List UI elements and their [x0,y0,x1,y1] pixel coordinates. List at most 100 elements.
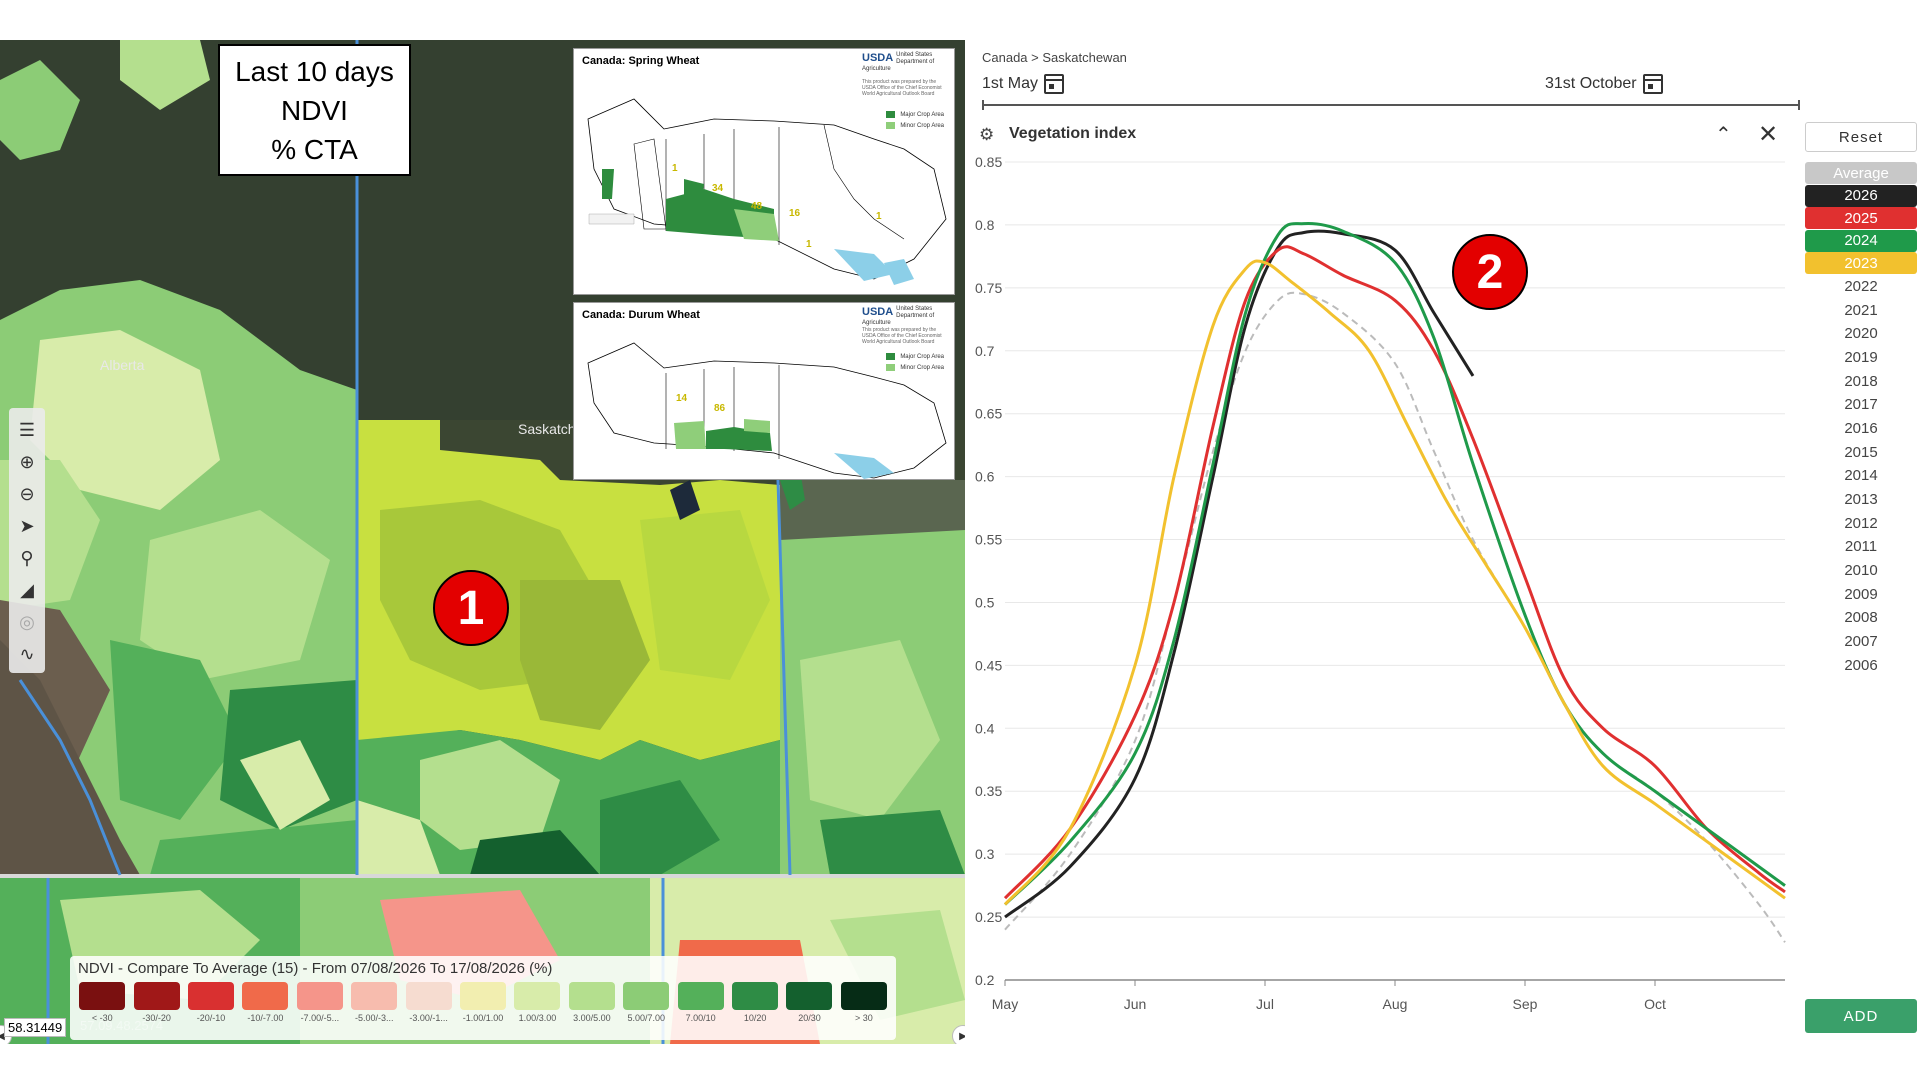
legend-label: < -30 [91,1013,113,1023]
date-end-label: 31st October [1545,75,1637,92]
year-item-2020[interactable]: 2020 [1844,325,1878,343]
legend-major-label: Major Crop Area [900,111,944,118]
spring-value-4: 16 [789,208,801,219]
search-icon[interactable]: ⚲ [20,547,34,568]
layers-icon[interactable]: ☰ [18,419,36,440]
y-tick-label: 0.55 [975,532,1002,548]
legend-label: -7.00/-5... [300,1013,340,1023]
year-item-2025[interactable]: 2025 [1805,207,1917,229]
y-tick-label: 0.3 [975,846,995,862]
year-item-2012[interactable]: 2012 [1844,514,1878,532]
year-item-2021[interactable]: 2021 [1844,301,1878,319]
usda-text: United States Department of Agriculture [862,52,935,72]
legend-label: -3.00/-1... [409,1013,448,1023]
zoom-out-icon[interactable]: ⊖ [19,483,35,504]
legend-item: -20/-10 [187,982,235,1023]
collapse-button[interactable]: ⌃ [1715,124,1732,146]
slider-start-handle[interactable] [982,100,984,110]
legend-item: 10/20 [731,982,779,1023]
scroll-right-button[interactable]: ▶ [952,1025,965,1044]
year-item-2015[interactable]: 2015 [1844,443,1878,461]
date-range-slider[interactable] [982,104,1800,106]
chart-title: Vegetation index [1009,125,1137,142]
date-end[interactable]: 31st October [1545,74,1663,94]
legend-item: 5.00/7.00 [622,982,670,1023]
legend-swatch [623,982,670,1010]
date-start[interactable]: 1st May [982,74,1065,94]
year-item-2009[interactable]: 2009 [1844,585,1878,603]
locate-icon[interactable]: ◎ [19,611,35,632]
year-item-2014[interactable]: 2014 [1844,467,1878,485]
year-item-2010[interactable]: 2010 [1844,562,1878,580]
durum-mini-legend: Major Crop Area Minor Crop Area [886,353,944,375]
measure-icon[interactable]: ◢ [20,579,34,600]
spring-wheat-inset: 1 34 48 16 1 1 Canada: Spring Wheat USDA… [573,48,955,295]
legend-item: 1.00/3.00 [513,982,561,1023]
legend-minor-label: Minor Crop Area [900,364,944,371]
legend-swatch [351,982,398,1010]
legend-swatch [786,982,833,1010]
slider-end-handle[interactable] [1798,100,1800,110]
legend-swatch [460,982,507,1010]
year-item-2013[interactable]: 2013 [1844,491,1878,509]
year-item-2016[interactable]: 2016 [1844,419,1878,437]
add-button[interactable]: ADD [1805,999,1917,1033]
map-toolbar: ☰ ⊕ ⊖ ➤ ⚲ ◢ ◎ ∿ [9,408,45,673]
y-tick-label: 0.2 [975,972,995,988]
x-tick-label: Sep [1513,996,1538,1012]
durum-wheat-map: 14 86 [587,342,947,479]
y-tick-label: 0.45 [975,657,1002,673]
legend-item: -10/-7.00 [241,982,289,1023]
y-tick-label: 0.65 [975,406,1002,422]
year-item-2022[interactable]: 2022 [1844,277,1878,295]
series-line-2024 [1003,222,1786,906]
durum-usda-mark: USDA United States Department of Agricul… [862,306,946,327]
x-tick-label: Jul [1256,996,1274,1012]
zoom-in-icon[interactable]: ⊕ [19,451,35,472]
map-panel[interactable]: Alberta Saskatch Last 10 days NDVI % CTA [0,40,965,1044]
usda-text: United States Department of Agriculture [862,306,935,326]
map-title-box: Last 10 days NDVI % CTA [218,44,411,176]
y-tick-label: 0.4 [975,720,995,736]
x-tick-label: Jun [1124,996,1147,1012]
year-item-2024[interactable]: 2024 [1805,229,1917,252]
series-line-2025 [1003,245,1786,900]
spring-wheat-map: 1 34 48 16 1 1 [587,98,947,285]
close-button[interactable]: ✕ [1758,121,1779,148]
legend-item: -1.00/1.00 [459,982,507,1023]
reset-button[interactable]: Reset [1805,122,1917,152]
legend-item: -30/-20 [132,982,180,1023]
year-item-2026[interactable]: 2026 [1805,184,1917,207]
legend-item: -7.00/-5... [296,982,344,1023]
x-tick-label: Aug [1383,996,1408,1012]
year-item-2023[interactable]: 2023 [1805,252,1917,274]
year-item-2017[interactable]: 2017 [1844,396,1878,414]
legend-swatch [568,982,615,1010]
coordinate-readout: 58.31449 [4,1018,67,1037]
breadcrumb: Canada > Saskatchewan [982,50,1127,65]
y-tick-label: 0.7 [975,343,995,359]
legend-title: NDVI - Compare To Average (15) - From 07… [78,960,553,977]
year-item-2019[interactable]: 2019 [1844,348,1878,366]
year-item-2011[interactable]: 2011 [1844,538,1878,556]
calendar-icon[interactable] [1044,74,1065,94]
legend-swatch [732,982,779,1010]
calendar-icon[interactable] [1642,74,1663,94]
legend-row: < -30 -30/-20 -20/-10 -10/-7.00 -7.00/-5... -… [78,982,888,1023]
legend-item: 20/30 [785,982,833,1023]
legend-minor-label: Minor Crop Area [900,122,944,129]
year-item-average[interactable]: Average [1805,162,1917,184]
series-line-2026 [1004,229,1475,919]
year-item-2006[interactable]: 2006 [1844,656,1878,674]
year-item-2018[interactable]: 2018 [1844,372,1878,390]
navigate-icon[interactable]: ➤ [19,515,35,536]
y-tick-label: 0.5 [975,594,995,610]
year-item-2007[interactable]: 2007 [1844,633,1878,651]
chart-panel: Canada > Saskatchewan 1st May 31st Octob… [965,40,1920,1044]
legend-label: -5.00/-3... [354,1013,394,1023]
spring-value-3: 48 [751,201,763,212]
legend-item: > 30 [840,982,888,1023]
series-line-average [1004,291,1786,943]
year-item-2008[interactable]: 2008 [1844,609,1878,627]
draw-icon[interactable]: ∿ [19,643,35,664]
